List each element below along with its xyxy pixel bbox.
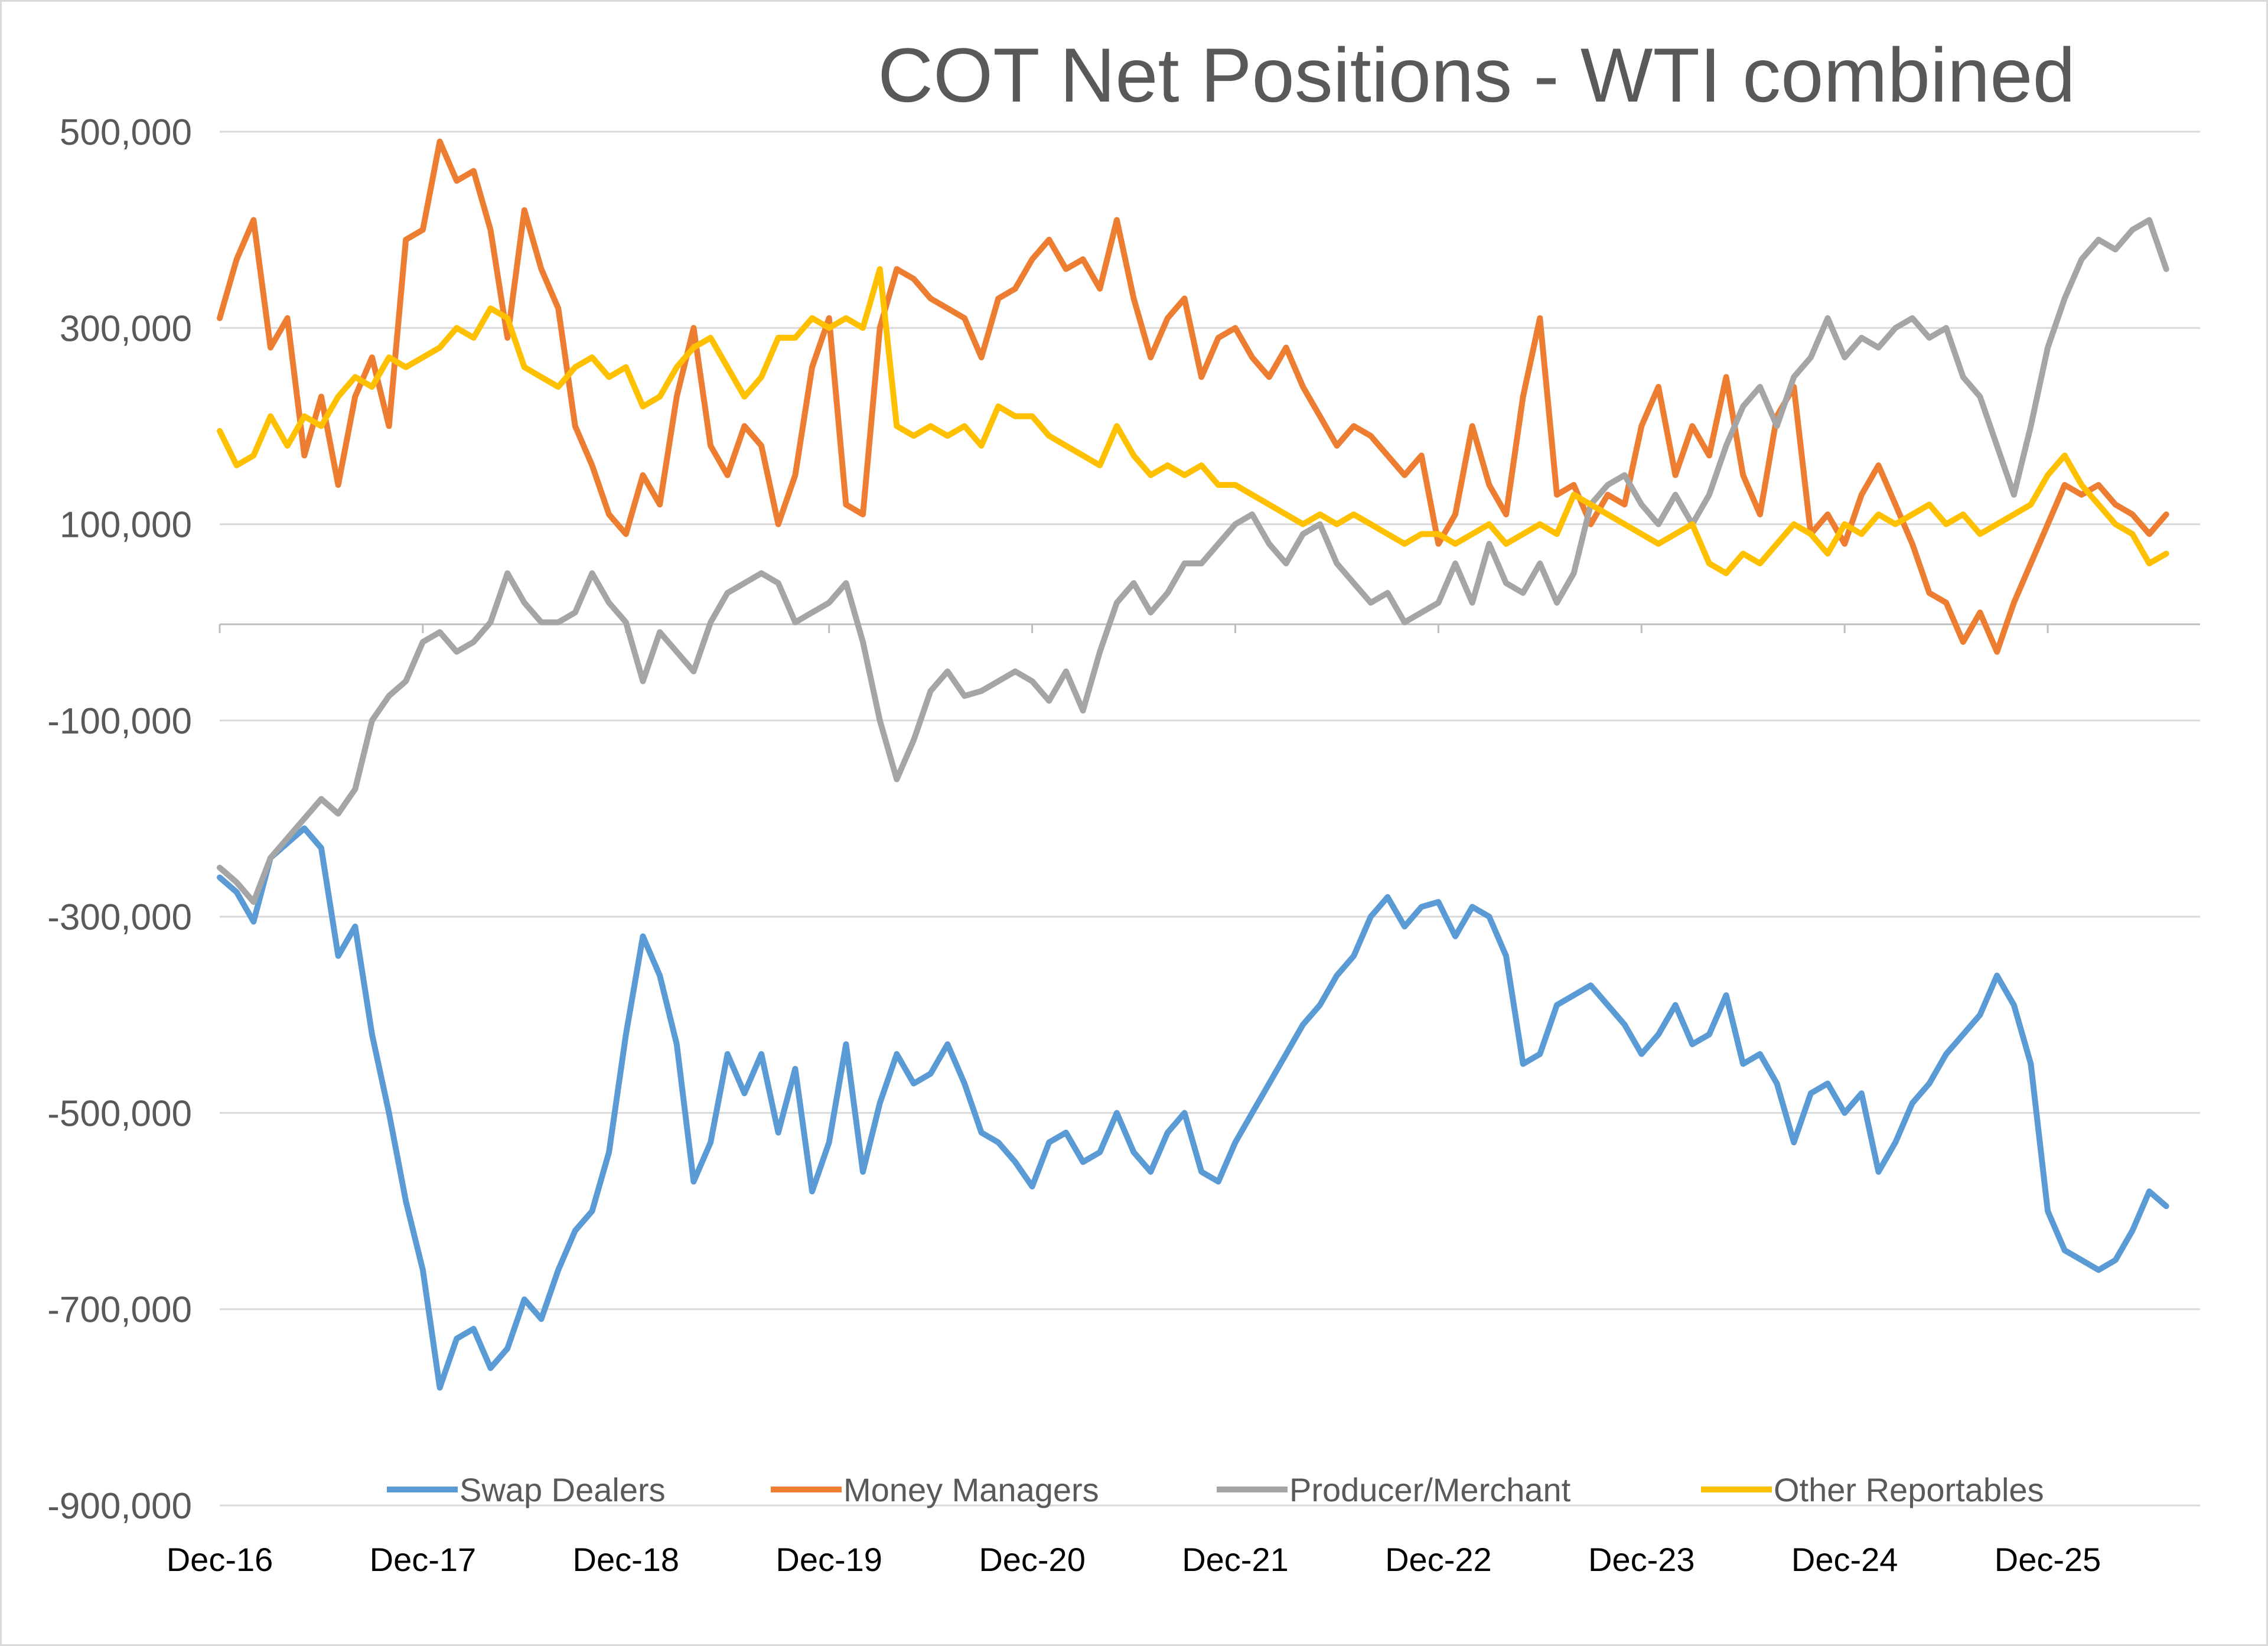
- series-line-other-reportables: [217, 266, 2169, 576]
- y-tick-label: -700,000: [47, 1290, 192, 1331]
- legend-label: Money Managers: [843, 1471, 1099, 1508]
- y-tick-label: -100,000: [47, 701, 192, 742]
- y-axis-tick-labels: 500,000 300,000 100,000 -100,000 -300,000 -50…: [47, 112, 192, 1527]
- series-lines: [217, 138, 2169, 1391]
- legend-label: Producer/Merchant: [1289, 1471, 1571, 1508]
- x-tick-label: Dec-21: [1182, 1541, 1289, 1578]
- legend-label: Other Reportables: [1774, 1471, 2044, 1508]
- x-tick-label: Dec-19: [775, 1541, 882, 1578]
- y-tick-label: -900,000: [47, 1486, 192, 1527]
- x-tick-label: Dec-16: [167, 1541, 273, 1578]
- x-axis-tick-labels: Dec-16 Dec-17 Dec-18 Dec-19 Dec-20 Dec-21 Dec-…: [167, 1541, 2101, 1578]
- x-tick-label: Dec-25: [1995, 1541, 2101, 1578]
- chart-title: COT Net Positions - WTI combined: [878, 32, 2075, 118]
- y-tick-label: -300,000: [47, 897, 192, 938]
- series-line-swap-dealers: [217, 825, 2169, 1391]
- x-tick-label: Dec-20: [979, 1541, 1086, 1578]
- x-tick-label: Dec-22: [1385, 1541, 1492, 1578]
- y-tick-label: -500,000: [47, 1093, 192, 1134]
- x-tick-label: Dec-24: [1791, 1541, 1898, 1578]
- x-tick-label: Dec-17: [370, 1541, 477, 1578]
- x-axis: [219, 623, 2200, 633]
- legend-label: Swap Dealers: [460, 1471, 666, 1508]
- legend: Swap Dealers Money Managers Producer/Merch…: [387, 1471, 2044, 1508]
- series-line-producer-merchant: [217, 217, 2169, 905]
- y-tick-label: 300,000: [60, 308, 192, 349]
- gridlines: [220, 131, 2200, 1507]
- x-tick-label: Dec-18: [573, 1541, 680, 1578]
- x-tick-label: Dec-23: [1588, 1541, 1695, 1578]
- y-tick-label: 500,000: [60, 112, 192, 153]
- series-line-money-managers: [217, 138, 2169, 655]
- y-tick-label: 100,000: [60, 505, 192, 546]
